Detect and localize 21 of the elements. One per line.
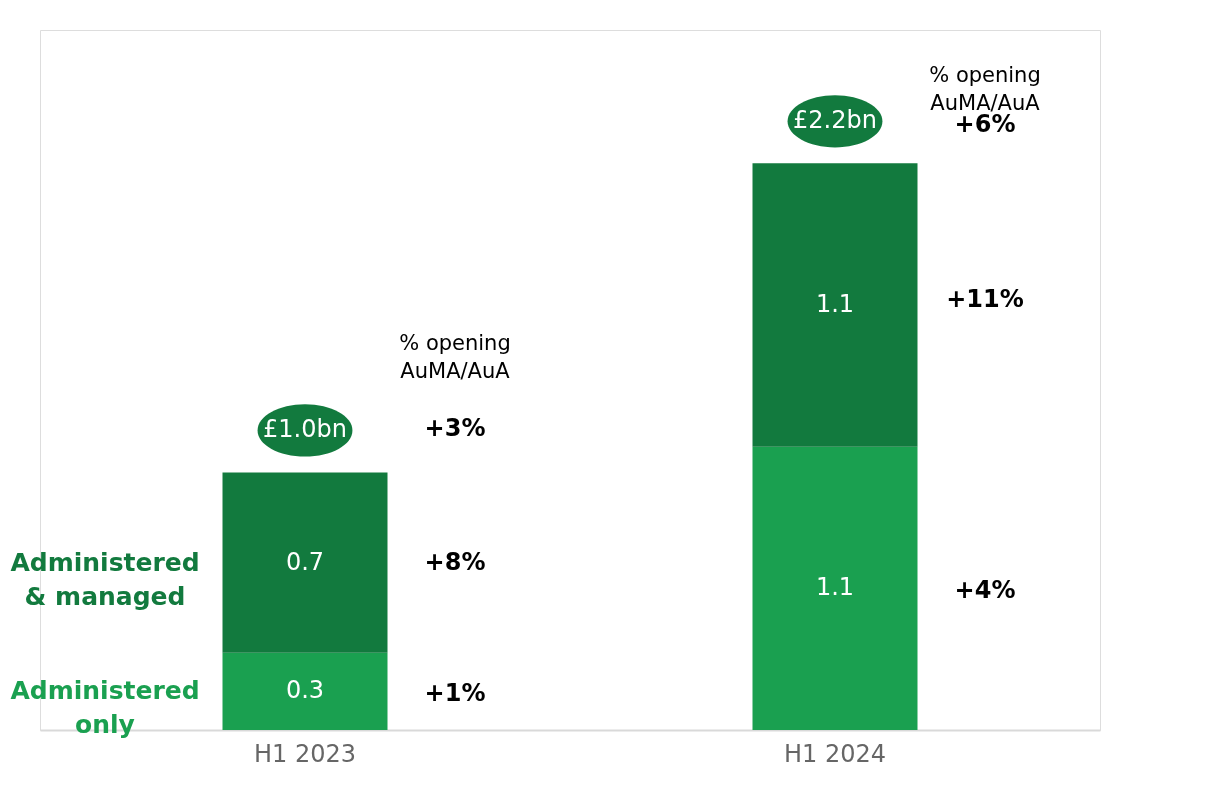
data-label: 0.3 [285,676,325,705]
x-tick-label: H1 2024 [783,739,887,768]
bar [752,446,918,730]
bar [222,652,388,730]
total-label: £2.2bn [793,106,877,135]
data-label: 1.1 [815,290,855,319]
series-label: Administered only [10,676,200,740]
annotation: +8% [424,547,486,576]
annotation: % opening AuMA/AuA [399,330,511,383]
total-label: £1.0bn [263,415,347,444]
data-label: 0.7 [285,547,325,576]
text: % opening AuMA/AuA [929,62,1041,115]
data-label: 1.1 [815,573,855,602]
annotation: +1% [424,678,486,707]
bar [222,472,388,653]
annotation: +11% [946,284,1024,313]
x-tick-label: H1 2023 [253,739,357,768]
bar [752,163,918,447]
series-label: Administered & managed [10,547,200,611]
annotation: +4% [954,575,1016,604]
annotation: +3% [424,413,486,442]
